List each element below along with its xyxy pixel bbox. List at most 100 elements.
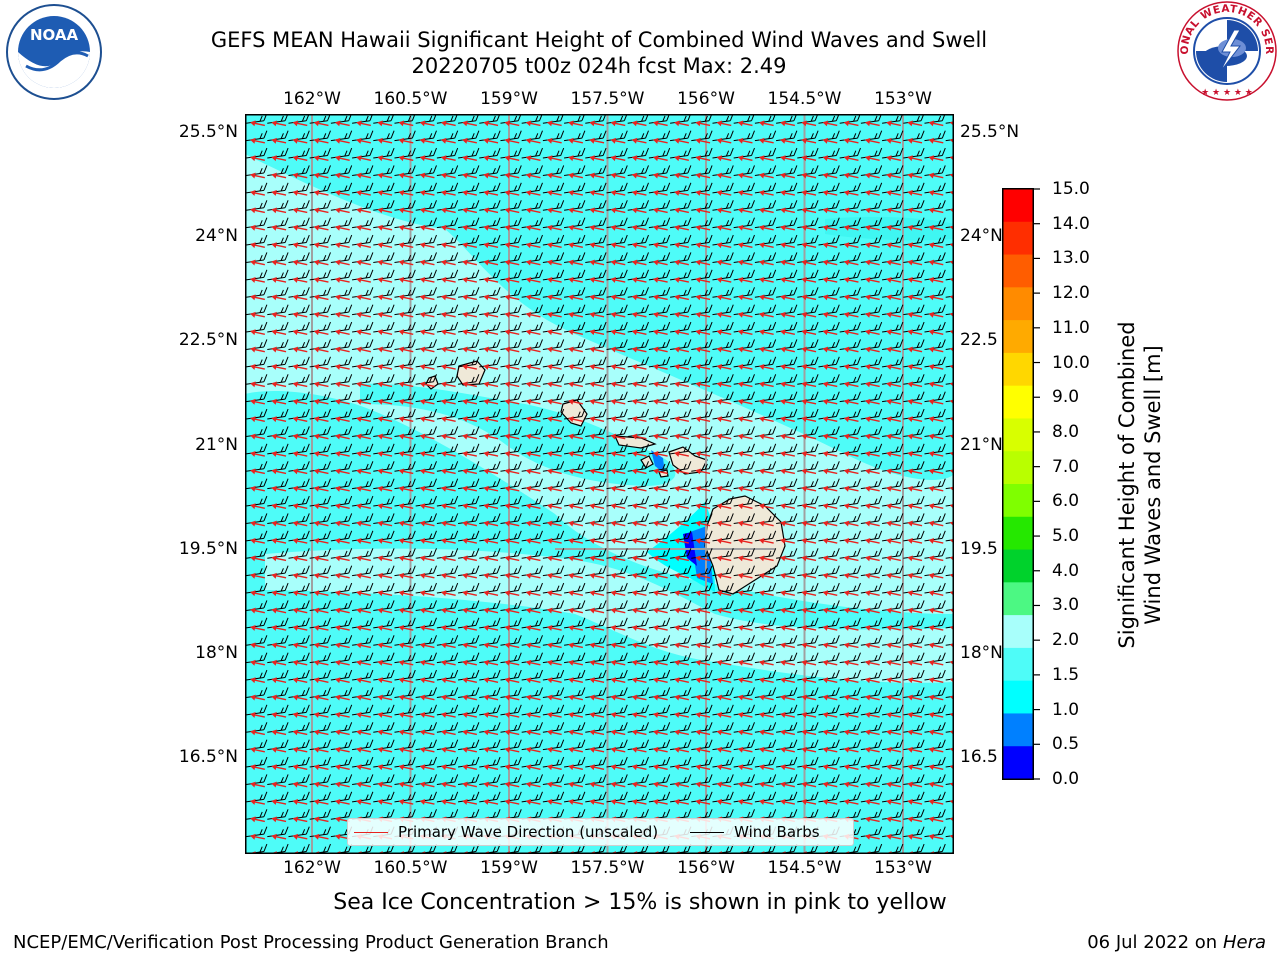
swell-band-north [245, 154, 954, 614]
lon-tick-bottom: 160.5°W [373, 858, 448, 878]
colorbar-segment [1003, 516, 1033, 551]
lat-tick-left: 16.5°N [178, 747, 238, 768]
colorbar-segment [1003, 320, 1033, 354]
wind-barb [945, 242, 954, 246]
footer-date: 06 Jul 2022 on Hera [1087, 932, 1266, 953]
wind-barb [945, 294, 954, 298]
colorbar-tick-label: 12.0 [1052, 283, 1090, 304]
colorbar-segment [1003, 615, 1033, 649]
lat-tick-right: 25.5°N [960, 122, 1020, 142]
colorbar-tick-label: 11.0 [1052, 317, 1090, 338]
colorbar-segment [1003, 746, 1033, 780]
lon-tick-bottom: 156°W [677, 858, 735, 878]
colorbar-title-line-1: Significant Height of Combined [1115, 321, 1139, 649]
colorbar-tick-label: 13.0 [1052, 248, 1090, 269]
lat-tick-right: 16.5 [960, 747, 998, 768]
wind-barb [945, 259, 954, 263]
lat-tick-right: 22.5 [960, 330, 998, 351]
colorbar-segment [1003, 418, 1033, 452]
lon-tick-top: 156°W [677, 89, 735, 109]
colorbar-segment [1003, 647, 1033, 682]
colorbar-tick-label: 10.0 [1052, 352, 1090, 373]
colorbar-segment [1003, 484, 1033, 518]
wind-barb [945, 189, 954, 194]
map-legend: Primary Wave Direction (unscaled) Wind B… [347, 818, 854, 846]
wind-barbs [246, 114, 954, 854]
wind-barb [945, 224, 954, 229]
colorbar-tick-label: 1.0 [1052, 699, 1080, 720]
wind-barb [945, 137, 954, 142]
lat-tick-right: 18°N [960, 643, 1003, 663]
lon-tick-top: 157.5°W [570, 89, 645, 109]
swell-band-south [265, 548, 954, 683]
colorbar-segment [1003, 582, 1033, 616]
lon-tick-top: 162°W [283, 89, 341, 109]
footer-branch: NCEP/EMC/Verification Post Processing Pr… [13, 932, 609, 953]
chart-title: GEFS MEAN Hawaii Significant Height of C… [0, 27, 1198, 79]
wind-barb [945, 172, 954, 176]
noaa-text: NOAA [30, 26, 79, 44]
map-panel [245, 114, 954, 854]
colorbar-tick-label: 8.0 [1052, 421, 1080, 442]
lon-tick-bottom: 154.5°W [767, 858, 842, 878]
colorbar-segment [1003, 352, 1033, 387]
lon-tick-top: 154.5°W [767, 89, 842, 109]
colorbar-tick-label: 2.0 [1052, 630, 1080, 651]
colorbar-tick-label: 5.0 [1052, 526, 1080, 547]
colorbar-segment [1003, 254, 1033, 288]
footer-date-text: 06 Jul 2022 on [1087, 932, 1223, 953]
colorbar-segment [1003, 549, 1033, 583]
colorbar-tick-label: 15.0 [1052, 179, 1090, 199]
title-line-1: GEFS MEAN Hawaii Significant Height of C… [210, 28, 988, 52]
lat-tick-left: 24°N [195, 226, 238, 247]
colorbar-tick-label: 9.0 [1052, 387, 1080, 408]
lat-tick-left: 21°N [195, 434, 238, 455]
footer-host: Hera [1222, 932, 1266, 953]
lon-tick-bottom: 159°W [480, 858, 538, 878]
colorbar-tick-label: 7.0 [1052, 456, 1080, 477]
lat-tick-left: 18°N [195, 643, 238, 663]
wind-barb [945, 207, 954, 211]
colorbar-tick-label: 1.5 [1052, 664, 1080, 685]
lat-tick-right: 21°N [960, 434, 1003, 455]
wind-barb [945, 311, 954, 316]
svg-text:★ ★ ★ ★ ★: ★ ★ ★ ★ ★ [1201, 88, 1253, 98]
wind-barb [945, 155, 954, 159]
lat-tick-right: 19.5 [960, 538, 998, 559]
lon-tick-bottom: 162°W [283, 858, 341, 878]
colorbar-segment [1003, 713, 1033, 747]
lat-tick-left: 22.5°N [178, 330, 238, 351]
colorbar-tick-label: 4.0 [1052, 560, 1080, 581]
wave-legend-swatch [354, 831, 388, 833]
lon-tick-bottom: 157.5°W [570, 858, 645, 878]
island-lanai [640, 455, 654, 469]
colorbar-tick-label: 14.0 [1052, 213, 1090, 234]
lat-tick-left: 25.5°N [178, 122, 238, 142]
colorbar-tick-label: 3.0 [1052, 595, 1080, 616]
colorbar-segment [1003, 385, 1033, 419]
colorbar-segment [1003, 287, 1033, 321]
lat-tick-left: 19.5°N [178, 538, 238, 559]
barb-legend-label: Wind Barbs [734, 823, 820, 841]
wind-barb [945, 329, 954, 333]
lat-tick-right: 24°N [960, 226, 1003, 247]
barb-legend-swatch [690, 831, 725, 833]
sea-ice-note: Sea Ice Concentration > 15% is shown in … [333, 890, 947, 915]
lon-tick-top: 160.5°W [373, 89, 448, 109]
lon-tick-top: 153°W [874, 89, 932, 109]
colorbar-title-line-2: Wind Waves and Swell [m] [1141, 345, 1165, 625]
swell-lee-kauai [360, 383, 676, 486]
noaa-logo: NOAA [6, 4, 102, 100]
lee-zone-maui [651, 450, 665, 474]
colorbar-segment [1003, 189, 1033, 223]
lon-tick-bottom: 153°W [874, 858, 932, 878]
colorbar [1002, 188, 1040, 780]
colorbar-tick-label: 0.5 [1052, 734, 1080, 755]
wind-barb [945, 120, 954, 124]
lon-tick-top: 159°W [480, 89, 538, 109]
nws-logo: NATIONAL WEATHER SERVICE ★ ★ ★ ★ ★ [1176, 0, 1277, 101]
wave-legend-label: Primary Wave Direction (unscaled) [398, 823, 659, 841]
colorbar-segment [1003, 680, 1033, 714]
title-line-2: 20220705 t00z 024h fcst Max: 2.49 [411, 54, 787, 78]
colorbar-segment [1003, 221, 1033, 256]
